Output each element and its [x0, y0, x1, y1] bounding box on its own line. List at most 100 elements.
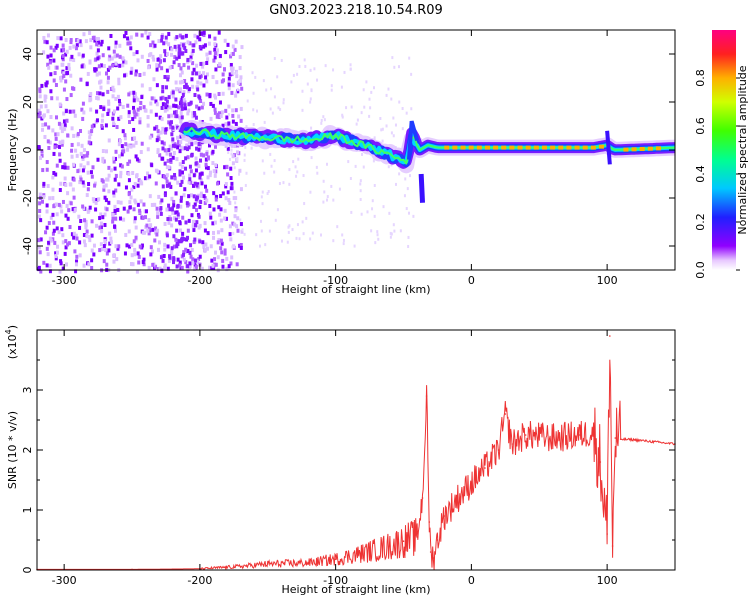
noise-speck: [38, 250, 42, 255]
noise-speck: [39, 218, 43, 223]
noise-speck: [323, 118, 326, 122]
noise-speck: [376, 230, 379, 234]
noise-speck: [227, 150, 230, 154]
noise-speck: [368, 97, 371, 101]
noise-speck: [205, 61, 209, 66]
noise-speck: [209, 215, 213, 220]
noise-speck: [114, 40, 118, 45]
noise-speck: [184, 156, 188, 161]
noise-speck: [233, 222, 237, 227]
noise-speck: [231, 161, 235, 166]
noise-speck: [144, 30, 148, 35]
noise-speck: [137, 260, 141, 265]
noise-speck: [282, 181, 285, 185]
noise-speck: [113, 224, 117, 229]
noise-speck: [237, 114, 241, 119]
noise-speck: [381, 139, 384, 143]
noise-speck: [136, 112, 140, 117]
noise-speck: [140, 243, 144, 248]
colorbar-tick-label: 0.2: [694, 213, 707, 231]
noise-speck: [95, 51, 99, 56]
x-tick-label: -100: [323, 274, 348, 287]
noise-speck: [408, 56, 411, 60]
noise-speck: [288, 182, 291, 186]
noise-speck: [102, 187, 106, 192]
noise-speck: [187, 65, 191, 70]
noise-speck: [197, 225, 201, 230]
noise-speck: [102, 259, 106, 264]
noise-speck: [371, 199, 374, 203]
noise-speck: [234, 39, 238, 44]
ridge-hotspot: [541, 145, 547, 150]
noise-speck: [63, 126, 67, 131]
noise-speck: [189, 55, 193, 60]
noise-speck: [49, 72, 53, 77]
noise-speck: [239, 79, 242, 83]
noise-speck: [123, 251, 127, 256]
noise-speck: [92, 252, 96, 257]
noise-speck: [48, 60, 52, 65]
noise-speck: [228, 157, 231, 161]
noise-speck: [93, 38, 97, 43]
noise-speck: [186, 111, 190, 116]
snr-point: [416, 536, 418, 538]
noise-speck: [202, 30, 206, 35]
noise-speck: [40, 149, 44, 154]
ridge-hotspot: [623, 147, 629, 152]
noise-speck: [409, 174, 412, 178]
noise-speck: [145, 223, 149, 228]
noise-speck: [116, 207, 120, 212]
noise-speck: [55, 115, 59, 120]
noise-speck: [279, 107, 282, 111]
noise-speck: [100, 178, 104, 183]
noise-speck: [309, 68, 312, 72]
noise-speck: [134, 112, 138, 117]
snr-point: [429, 551, 432, 553]
ridge-hotspot: [558, 145, 564, 150]
noise-speck: [144, 209, 148, 214]
noise-speck: [213, 47, 217, 52]
noise-speck: [137, 158, 141, 163]
noise-speck: [239, 106, 243, 111]
noise-speck: [150, 202, 154, 207]
noise-speck: [202, 101, 206, 106]
noise-speck: [178, 115, 182, 120]
noise-speck: [156, 129, 160, 134]
noise-speck: [65, 66, 69, 71]
noise-speck: [210, 266, 214, 271]
noise-speck: [44, 104, 48, 109]
noise-speck: [105, 149, 109, 154]
noise-speck: [43, 39, 47, 44]
noise-speck: [232, 231, 235, 235]
noise-speck: [302, 174, 305, 178]
noise-speck: [175, 87, 179, 92]
noise-speck: [177, 105, 181, 110]
noise-speck: [112, 121, 116, 126]
noise-speck: [168, 254, 172, 259]
noise-speck: [214, 262, 218, 267]
noise-speck: [202, 33, 206, 38]
noise-speck: [90, 265, 94, 270]
colorbar-tick-label: 0.6: [694, 117, 707, 135]
noise-speck: [172, 234, 176, 239]
y-tick-label: -20: [21, 189, 34, 207]
noise-speck: [187, 218, 191, 223]
noise-speck: [231, 119, 235, 124]
noise-speck: [187, 145, 191, 150]
noise-speck: [168, 152, 172, 157]
noise-speck: [180, 115, 184, 120]
noise-speck: [155, 83, 159, 88]
noise-speck: [110, 56, 114, 61]
noise-speck: [224, 196, 228, 201]
snr-point: [579, 434, 581, 436]
noise-speck: [54, 172, 58, 177]
noise-speck: [162, 41, 166, 46]
noise-speck: [252, 123, 255, 127]
noise-speck: [406, 187, 409, 191]
noise-speck: [88, 238, 92, 243]
noise-speck: [139, 199, 143, 204]
noise-speck: [194, 168, 198, 173]
noise-speck: [208, 265, 212, 270]
noise-speck: [198, 175, 202, 180]
noise-speck: [73, 113, 77, 118]
